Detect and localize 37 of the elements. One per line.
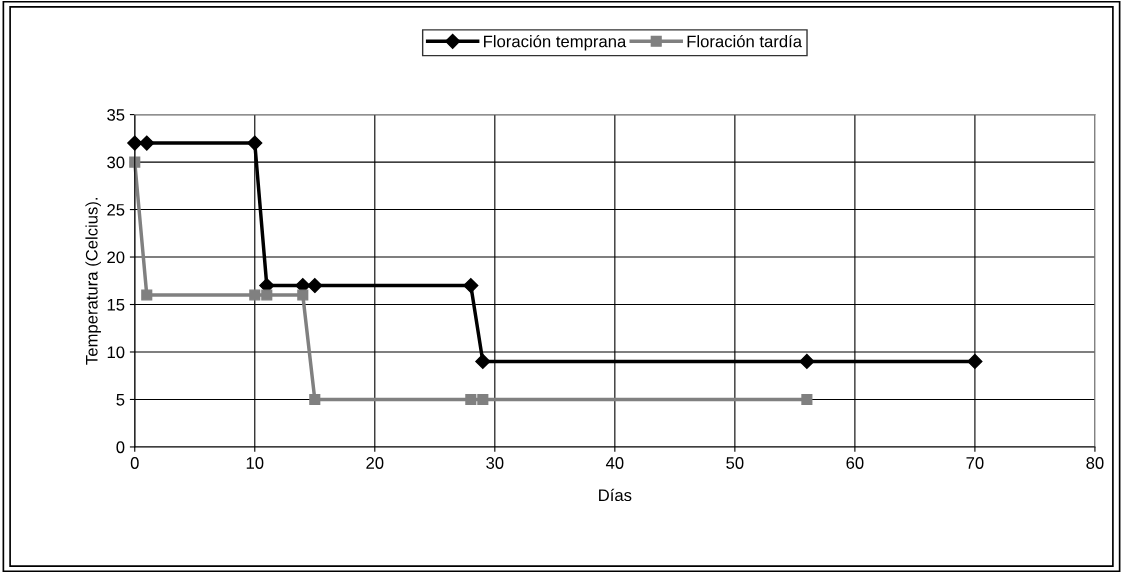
- point: [297, 289, 309, 301]
- point: [967, 353, 983, 370]
- point: [139, 135, 155, 151]
- x-axis-title: Días: [599, 488, 632, 502]
- point: [309, 393, 321, 406]
- y-tick-label: 30: [107, 156, 125, 169]
- y-axis-title: Temperatura (Celcius).: [85, 198, 101, 365]
- point: [799, 353, 815, 370]
- y-tick-label: 25: [107, 203, 125, 216]
- x-tick-label: 0: [130, 457, 139, 469]
- y-tick-label: 15: [107, 299, 125, 311]
- y-tick-label: 5: [116, 394, 125, 406]
- x-tick-label: 60: [846, 457, 864, 469]
- y-tick-label: 10: [107, 346, 125, 359]
- y-tick-label: 35: [107, 109, 125, 121]
- point: [477, 393, 489, 406]
- x-tick-label: 50: [726, 457, 744, 469]
- x-tick-label: 70: [966, 457, 984, 469]
- point: [249, 289, 261, 301]
- legend-label: Floración temprana: [484, 34, 627, 51]
- point: [247, 135, 263, 151]
- point: [307, 277, 323, 294]
- x-tick-label: 10: [246, 457, 264, 469]
- y-tick-label: 0: [116, 441, 125, 454]
- point: [129, 156, 141, 168]
- x-tick-label: 20: [366, 457, 384, 469]
- point: [141, 289, 153, 301]
- point: [463, 277, 479, 294]
- point: [475, 353, 491, 370]
- x-tick-label: 30: [486, 457, 504, 469]
- point: [261, 289, 273, 301]
- x-tick-label: 80: [1086, 457, 1104, 469]
- y-tick-label: 20: [107, 251, 125, 264]
- point: [801, 393, 813, 406]
- x-tick-label: 40: [605, 457, 624, 469]
- legend-label: Floración tardía: [687, 34, 803, 48]
- point: [465, 393, 477, 406]
